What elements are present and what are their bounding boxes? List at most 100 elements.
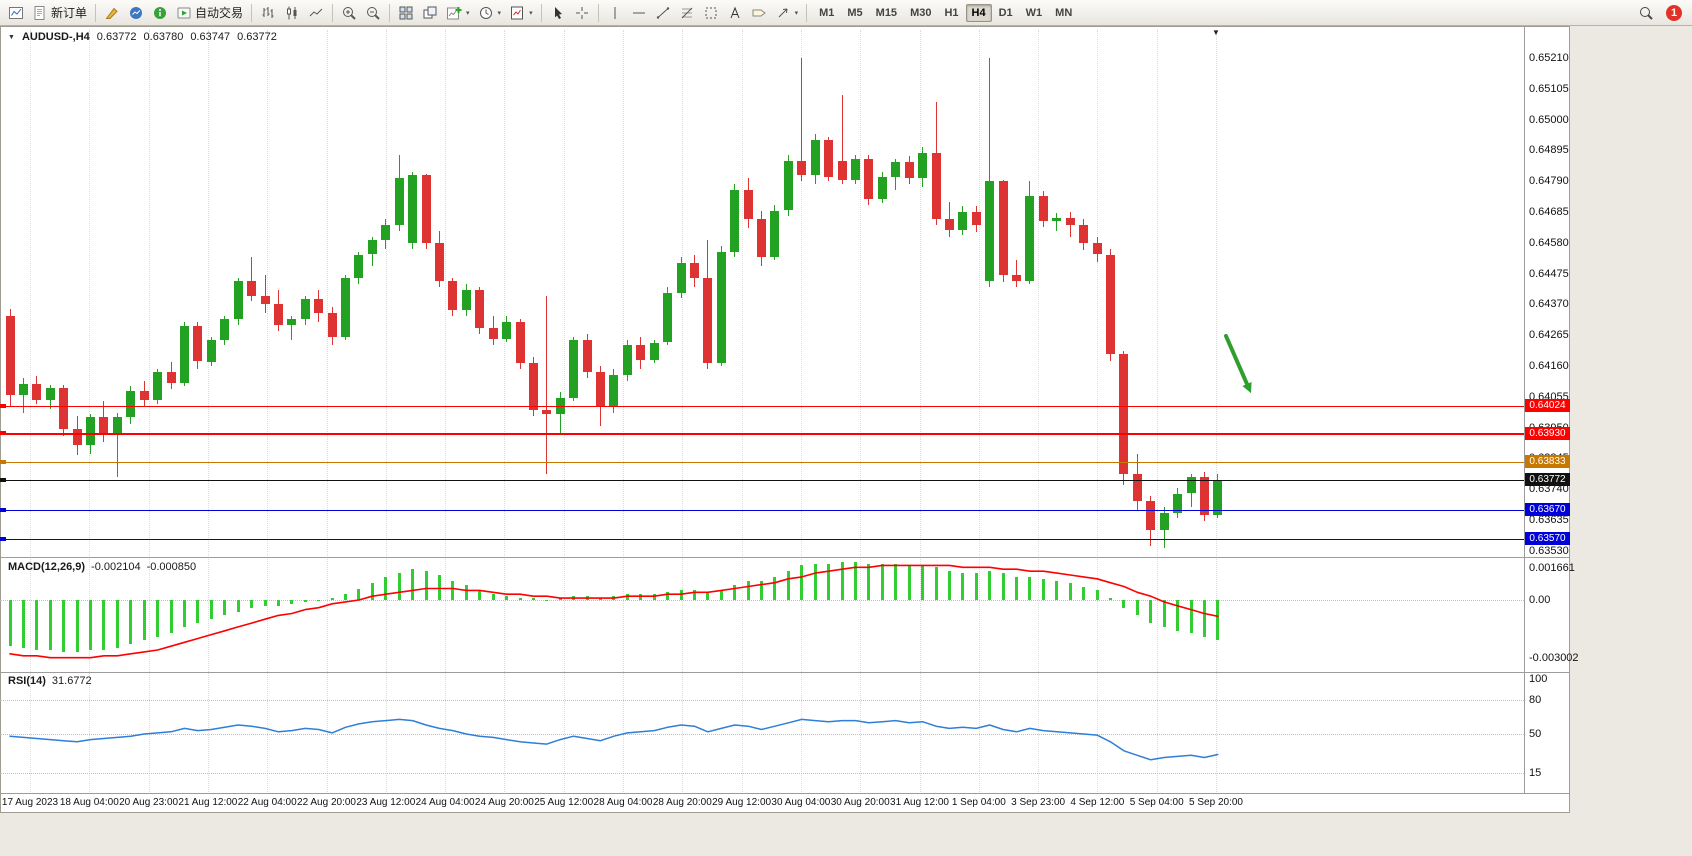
new-chart-icon bbox=[9, 6, 23, 19]
price-axis-tick: 0.65105 bbox=[1529, 82, 1569, 95]
timeframe-button-w1[interactable]: W1 bbox=[1020, 4, 1049, 22]
panel-separator-rsi[interactable] bbox=[0, 672, 1570, 673]
panel-separator-macd[interactable] bbox=[0, 557, 1570, 558]
candle-body bbox=[649, 342, 659, 361]
price-axis-tick: 0.64265 bbox=[1529, 329, 1569, 342]
macd-histogram-bar bbox=[209, 600, 213, 620]
periods-button[interactable]: ▾ bbox=[474, 2, 506, 23]
bid-line[interactable] bbox=[0, 479, 1524, 481]
vertical-gridline bbox=[919, 30, 921, 792]
text-button[interactable] bbox=[723, 2, 747, 23]
time-axis-label: 20 Aug 23:00 bbox=[119, 797, 179, 808]
candle-wick bbox=[546, 295, 548, 475]
market-watch-button[interactable] bbox=[124, 2, 148, 23]
macd-histogram-bar bbox=[639, 594, 643, 600]
autotrading-button[interactable]: 自动交易 bbox=[172, 2, 247, 23]
toolbar-right-group: 1 bbox=[1634, 2, 1692, 23]
candle-body bbox=[837, 160, 847, 180]
bar-chart-button[interactable] bbox=[256, 2, 280, 23]
cascade-windows-button[interactable] bbox=[418, 2, 442, 23]
level-4-line[interactable] bbox=[0, 509, 1524, 512]
tile-windows-button[interactable] bbox=[394, 2, 418, 23]
candle-body bbox=[770, 210, 780, 258]
zoom-in-button[interactable] bbox=[337, 2, 361, 23]
timeframe-button-m30[interactable]: M30 bbox=[904, 4, 937, 22]
macd-histogram-bar bbox=[290, 600, 294, 604]
level-1-price-badge: 0.64024 bbox=[1525, 399, 1570, 413]
candle-body bbox=[300, 298, 310, 319]
price-axis-tick: 0.63530 bbox=[1529, 544, 1569, 557]
level-1-line[interactable] bbox=[0, 405, 1524, 408]
fibonacci-button[interactable] bbox=[675, 2, 699, 23]
time-axis-label: 17 Aug 2023 bbox=[1, 797, 59, 808]
macd-histogram-bar bbox=[719, 590, 723, 600]
new-order-button[interactable]: 新订单 bbox=[28, 2, 91, 23]
timeframe-button-h1[interactable]: H1 bbox=[938, 4, 964, 22]
candle-body bbox=[918, 153, 928, 179]
timeframe-button-d1[interactable]: D1 bbox=[993, 4, 1019, 22]
timeframe-button-h4[interactable]: H4 bbox=[965, 3, 992, 22]
timeframe-button-m5[interactable]: M5 bbox=[841, 4, 868, 22]
level-2-price-badge: 0.63930 bbox=[1525, 426, 1570, 440]
time-axis-label: 31 Aug 12:00 bbox=[890, 797, 949, 808]
candle-body bbox=[582, 339, 592, 372]
trendline-button[interactable] bbox=[651, 2, 675, 23]
level-5-line[interactable] bbox=[0, 538, 1524, 541]
shapes-button[interactable] bbox=[699, 2, 723, 23]
rsi-axis-label: 50 bbox=[1529, 728, 1542, 740]
macd-histogram-bar bbox=[1122, 600, 1126, 608]
macd-histogram-bar bbox=[183, 600, 186, 627]
zoom-out-button[interactable] bbox=[361, 2, 385, 23]
notification-badge[interactable]: 1 bbox=[1666, 4, 1682, 21]
indicators-button[interactable]: ▾ bbox=[442, 2, 474, 23]
timeframe-button-m1[interactable]: M1 bbox=[813, 4, 840, 22]
toolbar-separator bbox=[251, 3, 253, 22]
candlestick-chart-button[interactable] bbox=[280, 2, 304, 23]
search-button[interactable] bbox=[1634, 2, 1658, 23]
arrows-button[interactable]: ▾ bbox=[771, 2, 803, 23]
candle-body bbox=[180, 326, 189, 384]
rsi-level-line bbox=[0, 734, 1524, 735]
candle-wick bbox=[116, 412, 118, 478]
macd-histogram-bar bbox=[692, 590, 696, 600]
level-2-line[interactable] bbox=[0, 433, 1524, 435]
text-label-button[interactable] bbox=[747, 2, 771, 23]
time-axis-label: 24 Aug 20:00 bbox=[474, 797, 534, 808]
crosshair-button[interactable] bbox=[570, 2, 594, 23]
macd-histogram-bar bbox=[1189, 600, 1193, 633]
price-axis-tick: 0.63635 bbox=[1529, 513, 1569, 526]
price-axis-tick: 0.64475 bbox=[1529, 267, 1569, 280]
vertical-gridline bbox=[741, 30, 743, 792]
candle-body bbox=[434, 242, 444, 281]
macd-histogram-bar bbox=[558, 598, 562, 600]
new-chart-button[interactable] bbox=[4, 2, 28, 23]
candle-body bbox=[622, 345, 632, 375]
templates-button[interactable]: ▾ bbox=[505, 2, 537, 23]
cursor-button[interactable] bbox=[546, 2, 570, 23]
macd-histogram-bar bbox=[1135, 600, 1139, 616]
bid-price-badge: 0.63772 bbox=[1525, 473, 1570, 487]
macd-indicator-label: MACD(12,26,9) -0.002104 -0.000850 bbox=[8, 561, 196, 573]
macd-histogram-bar bbox=[531, 598, 535, 600]
time-axis-label: 23 Aug 12:00 bbox=[356, 797, 416, 808]
rsi-level-line bbox=[0, 700, 1524, 702]
vertical-line-button[interactable] bbox=[603, 2, 627, 23]
candle-body bbox=[528, 363, 538, 410]
help-button[interactable] bbox=[148, 2, 172, 23]
macd-histogram-bar bbox=[1015, 576, 1018, 600]
candle-body bbox=[864, 159, 874, 199]
scroll-to-end-marker[interactable]: ▼ bbox=[1212, 28, 1220, 37]
candle-body bbox=[1025, 195, 1035, 281]
horizontal-line-button[interactable] bbox=[627, 2, 651, 23]
timeframe-button-mn[interactable]: MN bbox=[1049, 4, 1078, 22]
macd-histogram-bar bbox=[384, 576, 388, 600]
metaeditor-button[interactable] bbox=[100, 2, 124, 23]
level-3-line[interactable] bbox=[0, 461, 1524, 464]
timeframe-button-m15[interactable]: M15 bbox=[870, 4, 903, 22]
line-chart-button[interactable] bbox=[304, 2, 328, 23]
chart-menu-triangle-icon[interactable]: ▼ bbox=[8, 33, 15, 41]
dropdown-caret-icon: ▾ bbox=[794, 9, 799, 17]
macd-histogram-bar bbox=[961, 573, 965, 600]
candle-body bbox=[931, 153, 941, 220]
